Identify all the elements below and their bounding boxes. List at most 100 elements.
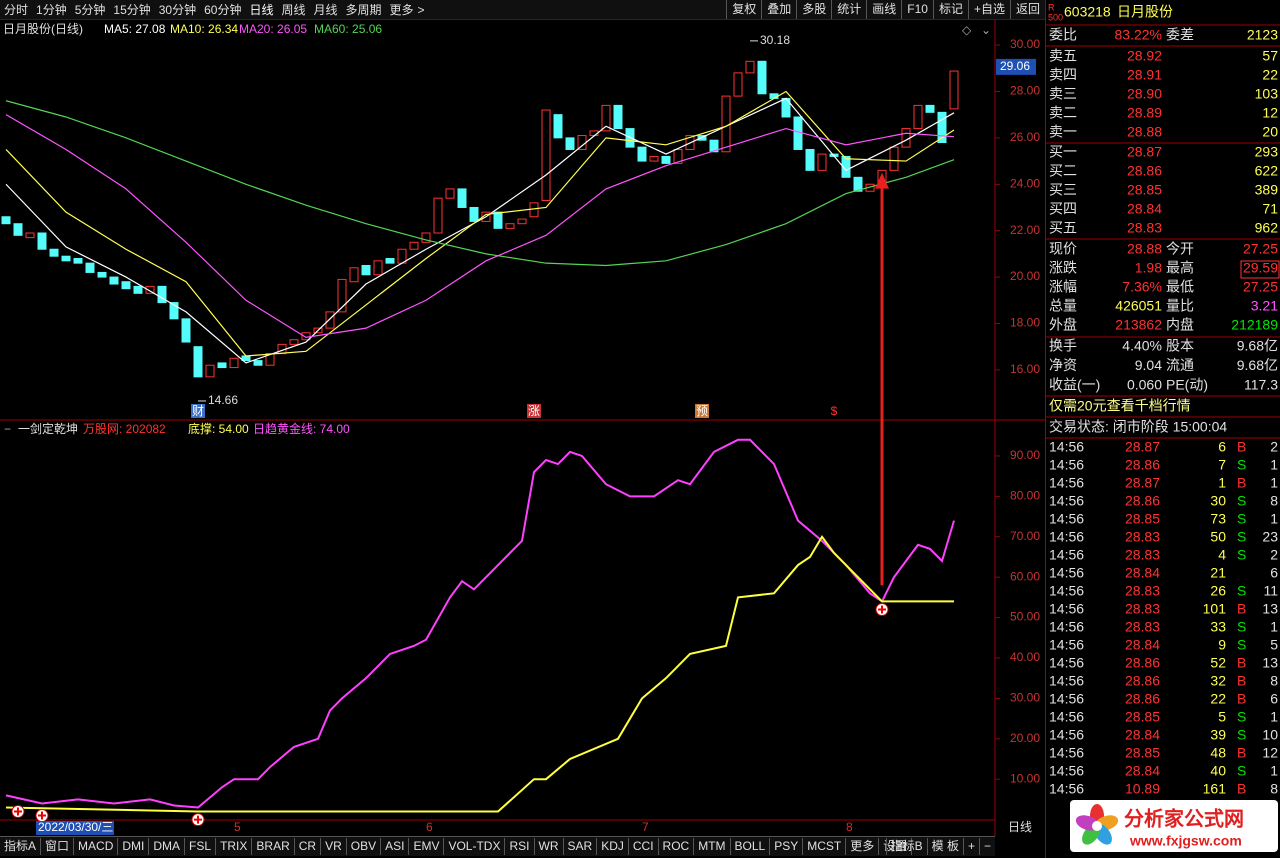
period-tab[interactable]: 60分钟 [204, 3, 242, 17]
candle [421, 232, 431, 243]
candle [49, 248, 59, 257]
indicator-tab[interactable]: CR [295, 838, 322, 855]
order-volume: 71 [1262, 201, 1278, 217]
indicator-tab[interactable]: 指标A [0, 838, 42, 855]
indicator-tab[interactable]: WR [535, 838, 564, 855]
trade-time: 14:56 [1049, 601, 1084, 617]
buy-signal-plus [194, 815, 202, 824]
indicator-tab[interactable]: OBV [347, 838, 382, 855]
trade-time: 14:56 [1049, 655, 1084, 671]
tool-button[interactable]: 复权 [726, 0, 761, 19]
trade-count: 1 [1270, 475, 1278, 491]
tool-button[interactable]: 返回 [1009, 0, 1045, 19]
indicator-tab[interactable]: BRAR [252, 838, 295, 855]
trade-count: 5 [1270, 637, 1278, 653]
indicator-tab[interactable]: TRIX [216, 838, 253, 855]
period-tab[interactable]: 日线 [249, 3, 274, 17]
candle [61, 255, 71, 262]
period-tab[interactable]: 分时 [4, 3, 29, 17]
trade-side: S [1237, 529, 1246, 545]
tool-button[interactable]: 画线 [866, 0, 901, 19]
candle [457, 188, 467, 208]
indicator-tab[interactable]: BOLL [731, 838, 771, 855]
candle [949, 70, 959, 110]
indicator-tab[interactable]: MTM [694, 838, 731, 855]
indicator-tab[interactable]: RSI [505, 838, 535, 855]
quote-value: 29.59 [1243, 260, 1278, 276]
trade-volume: 52 [1210, 655, 1226, 671]
trade-side: S [1237, 763, 1246, 779]
tool-button[interactable]: 多股 [796, 0, 831, 19]
period-tab[interactable]: 1分钟 [36, 3, 67, 17]
highlight-box [1240, 260, 1280, 279]
tool-button[interactable]: +自选 [967, 0, 1010, 19]
trade-count: 10 [1262, 727, 1278, 743]
candle [913, 104, 923, 130]
period-tab[interactable]: 月线 [313, 3, 338, 17]
ma-line [5, 90, 955, 357]
promo-link[interactable]: 仅需20元查看千档行情 [1049, 398, 1191, 414]
indicator-tab[interactable]: 模 板 [926, 838, 963, 855]
indicator-tab[interactable]: KDJ [597, 838, 629, 855]
indicator-tab[interactable]: 更多 [846, 838, 880, 855]
indicator-tab[interactable]: PSY [770, 838, 804, 855]
period-tab[interactable]: 30分钟 [158, 3, 197, 17]
trade-side: B [1237, 691, 1246, 707]
trade-volume: 73 [1210, 511, 1226, 527]
trade-price: 28.83 [1125, 601, 1160, 617]
period-tab[interactable]: 更多 [389, 3, 414, 17]
y-tick-label: 22.00 [1010, 223, 1040, 237]
order-label: 买一 [1049, 144, 1077, 160]
trade-time: 14:56 [1049, 637, 1084, 653]
indicator-tab[interactable]: EMV [409, 838, 445, 855]
indicator-legend: 日趋黄金线: 74.00 [253, 421, 350, 436]
tool-button[interactable]: F10 [901, 0, 933, 19]
quote-label: 股本 [1166, 338, 1194, 354]
indicator-tab[interactable]: VR [321, 838, 347, 855]
quote-value: 7.36% [1122, 279, 1162, 295]
indicator-tab[interactable]: 指标B [885, 838, 927, 855]
indicator-tab[interactable]: − [978, 838, 995, 855]
tool-button[interactable]: 标记 [932, 0, 968, 19]
period-tab[interactable]: 15分钟 [113, 3, 151, 17]
watermark-bg [1070, 800, 1278, 852]
period-tabs: 分时 1分钟 5分钟 15分钟 30分钟 60分钟 日线 周线 月线 多周期 更多 [0, 1, 418, 18]
trade-volume: 26 [1210, 583, 1226, 599]
candle [205, 364, 215, 378]
tool-button[interactable]: 统计 [831, 0, 866, 19]
tool-button[interactable]: 叠加 [761, 0, 796, 19]
y-tick-label: 28.00 [1010, 84, 1040, 98]
indicator-tab[interactable]: 设置 [879, 838, 913, 855]
candle [637, 146, 647, 162]
indicator-tab[interactable]: ASI [381, 838, 410, 855]
quote-value: 212189 [1231, 317, 1278, 333]
candle [337, 278, 347, 313]
indicator-tab[interactable]: 窗口 [41, 838, 75, 855]
trade-side: S [1237, 727, 1246, 743]
indicator-tab[interactable]: FSL [185, 838, 217, 855]
candle [601, 104, 611, 132]
period-tab[interactable]: 多周期 [345, 3, 382, 17]
indicator-tab[interactable]: + [962, 838, 979, 855]
indicator-tab[interactable]: DMI [118, 838, 150, 855]
indicator-tab[interactable]: DMA [149, 838, 186, 855]
event-marker-box [695, 404, 709, 418]
period-tab[interactable]: 5分钟 [74, 3, 106, 17]
candle [37, 232, 47, 250]
indicator-tab[interactable]: CCI [629, 838, 659, 855]
indicator-tab[interactable]: VOL-TDX [444, 838, 506, 855]
period-tab[interactable]: 周线 [281, 3, 306, 17]
order-price: 28.90 [1127, 86, 1162, 102]
indicator-tab[interactable]: MACD [74, 838, 119, 855]
trade-side: S [1237, 457, 1246, 473]
trade-volume: 9 [1218, 637, 1226, 653]
indicator-tab[interactable]: SAR [564, 838, 598, 855]
indicator-tab[interactable]: MCST [803, 838, 847, 855]
quote-label: 涨跌 [1049, 260, 1077, 276]
price-note: 14.66 [208, 393, 238, 407]
quote-label: 流通 [1166, 357, 1194, 373]
order-price: 28.86 [1127, 163, 1162, 179]
trade-volume: 1 [1218, 475, 1226, 491]
event-marker-box [527, 404, 541, 418]
indicator-tab[interactable]: ROC [659, 838, 695, 855]
